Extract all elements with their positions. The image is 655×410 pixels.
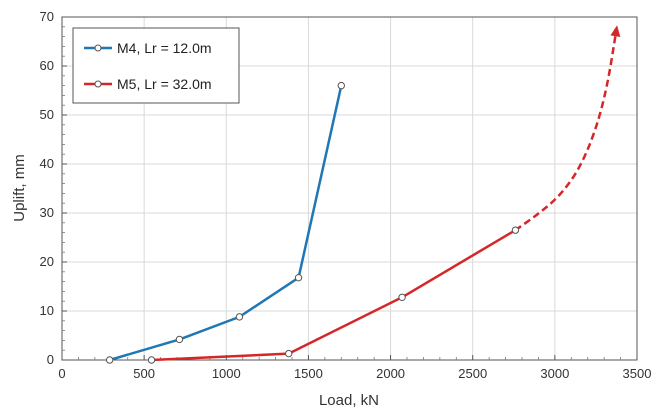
- legend-box: [72, 27, 240, 104]
- m5-extrapolation-arrowhead: [610, 25, 621, 37]
- y-tick-label: 70: [40, 9, 54, 24]
- series-layer: [105, 25, 621, 364]
- y-axis-title: Uplift, mm: [11, 154, 28, 222]
- legend: M4, Lr = 12.0m M5, Lr = 32.0m: [72, 27, 240, 104]
- x-tick-label: 1500: [294, 366, 323, 381]
- y-tick-label: 0: [47, 352, 54, 367]
- x-tick-label: 2000: [376, 366, 405, 381]
- data-point-m5: [511, 226, 520, 234]
- x-tick-label: 3000: [540, 366, 569, 381]
- data-point-m4: [105, 356, 114, 364]
- y-tick-label: 20: [40, 254, 54, 269]
- series-line-m5: [151, 229, 517, 362]
- data-point-m4: [235, 313, 244, 321]
- x-tick-label: 0: [58, 366, 65, 381]
- legend-marker-m5: [94, 80, 102, 88]
- x-axis-title: Load, kN: [319, 392, 379, 409]
- data-point-m4: [294, 273, 303, 282]
- legend-label-m4: M4, Lr = 12.0m: [117, 40, 212, 56]
- legend-label-m5: M5, Lr = 32.0m: [117, 76, 212, 92]
- data-point-m5: [147, 356, 156, 364]
- x-tick-label: 2500: [458, 366, 487, 381]
- y-tick-label: 40: [40, 156, 54, 171]
- data-point-m4: [337, 81, 345, 90]
- x-tick-label: 1000: [212, 366, 241, 381]
- x-tick-label: 3500: [623, 366, 652, 381]
- data-point-m5: [398, 293, 406, 301]
- legend-marker-m4: [94, 44, 102, 52]
- axis-ticks: 0 500 1000 1500 2000 2500 3000 3500 0 10 20 30 40 50 6…: [40, 9, 652, 381]
- data-point-m4: [175, 335, 184, 344]
- grid: [62, 17, 637, 360]
- data-point-m5: [285, 349, 293, 358]
- y-tick-label: 10: [40, 303, 54, 318]
- plot-frame: [61, 16, 638, 361]
- m5-extrapolation-dashed: [514, 29, 618, 232]
- y-tick-label: 50: [40, 107, 54, 122]
- y-tick-label: 60: [40, 58, 54, 73]
- x-tick-label: 500: [133, 366, 155, 381]
- y-tick-label: 30: [40, 205, 54, 220]
